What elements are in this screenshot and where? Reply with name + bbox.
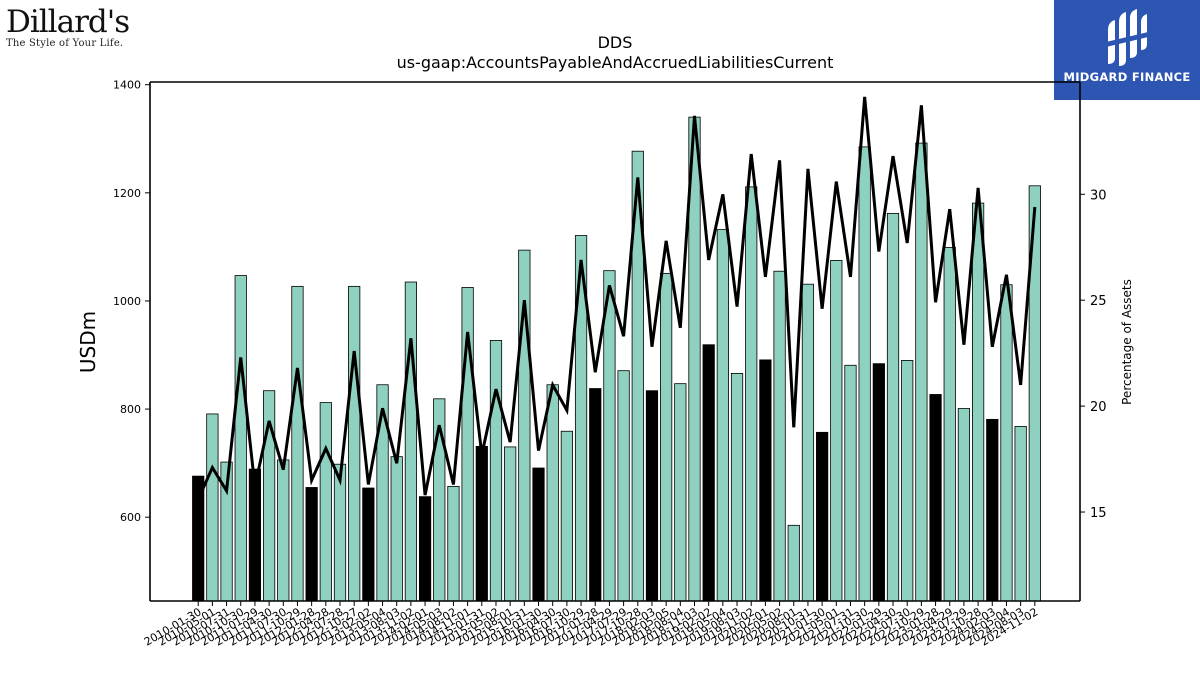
bar: [532, 467, 545, 602]
x-axis-ticks: 2010-01-302010-05-012010-07-312010-10-30…: [142, 601, 1040, 649]
bar: [348, 285, 361, 602]
bar: [560, 430, 573, 602]
bar: [404, 281, 418, 602]
percentage-line: [196, 96, 1037, 500]
bar: [929, 394, 942, 602]
bar: [475, 445, 488, 602]
bar: [192, 475, 205, 602]
bar: [816, 431, 829, 602]
bar: [234, 275, 247, 602]
bar: [702, 344, 715, 602]
bar: [546, 384, 559, 602]
bar: [418, 496, 432, 602]
bar: [773, 270, 786, 602]
midgard-emblem-icon: [1106, 9, 1148, 66]
y2-tick-label: 20: [1090, 400, 1107, 415]
y-tick-label: 1400: [113, 79, 141, 92]
midgard-finance-logo: MIDGARD FINANCE: [1054, 0, 1200, 100]
y-tick-label: 800: [120, 403, 141, 416]
bar: [617, 370, 630, 602]
y2-tick-label: 25: [1090, 294, 1107, 309]
chart-subtitle: us-gaap:AccountsPayableAndAccruedLiabili…: [397, 53, 834, 72]
bar: [957, 408, 971, 602]
bar: [915, 142, 928, 602]
bar: [730, 372, 744, 602]
bar: [872, 363, 885, 602]
bar: [206, 413, 219, 602]
bar: [390, 456, 403, 602]
dillards-logo: Dillard's The Style of Your Life.: [6, 4, 136, 49]
bar: [504, 446, 517, 602]
y2-axis-ticks: 15 20 25 30: [1080, 188, 1107, 521]
y-tick-label: 600: [120, 511, 141, 524]
y2-tick-label: 30: [1090, 188, 1107, 203]
bar: [986, 418, 999, 602]
bar: [972, 202, 985, 602]
axes: [149, 81, 1081, 602]
bar: [447, 485, 460, 602]
bar: [603, 270, 616, 602]
bar: [943, 247, 956, 602]
bar: [858, 146, 871, 602]
bar: [277, 459, 290, 602]
bar: [886, 212, 900, 602]
midgard-finance-wordmark: MIDGARD FINANCE: [1063, 70, 1191, 84]
dillards-logo-tagline: The Style of Your Life.: [6, 38, 124, 49]
bar: [1014, 425, 1027, 602]
bar: [362, 487, 375, 602]
bar: [660, 272, 673, 602]
y2-axis-label: Percentage of Assets: [1120, 279, 1134, 405]
bar: [844, 364, 857, 602]
bar: [901, 360, 914, 602]
bar: [745, 186, 758, 602]
bar: [333, 463, 347, 602]
chart-title: DDS: [598, 33, 633, 52]
y2-tick-label: 15: [1090, 506, 1107, 521]
y-axis-ticks: 600 800 1000 1200 1400: [113, 79, 150, 524]
bar: [376, 384, 389, 602]
bar: [1000, 284, 1013, 602]
bar: [830, 260, 843, 602]
bar: [305, 487, 318, 602]
bar: [759, 359, 772, 602]
bar: [291, 285, 304, 602]
y-tick-label: 1000: [113, 295, 141, 308]
bar: [801, 283, 815, 602]
bar: [319, 402, 332, 602]
bar-series: [192, 116, 1041, 602]
bar: [645, 390, 659, 602]
y-axis-label: USDm: [76, 311, 100, 373]
bar: [489, 340, 503, 602]
bar: [248, 468, 262, 602]
dillards-logo-wordmark: Dillard's: [6, 4, 130, 40]
bar: [716, 229, 729, 602]
bar: [787, 524, 800, 602]
line-series: [196, 96, 1037, 500]
bar: [589, 388, 602, 602]
bar: [674, 383, 687, 602]
y-tick-label: 1200: [113, 187, 141, 200]
